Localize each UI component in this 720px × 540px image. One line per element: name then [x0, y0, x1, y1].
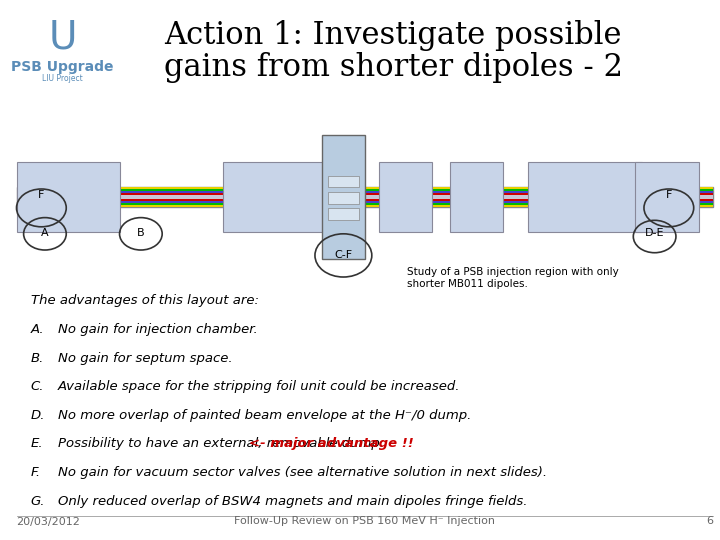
- Text: A: A: [41, 228, 49, 238]
- Text: B.: B.: [31, 352, 44, 365]
- Bar: [328, 192, 359, 204]
- Text: Available space for the stripping foil unit could be increased.: Available space for the stripping foil u…: [58, 380, 460, 393]
- Bar: [635, 162, 698, 232]
- Text: F: F: [666, 191, 672, 200]
- Bar: [328, 176, 359, 187]
- Text: 6: 6: [706, 516, 713, 526]
- Bar: [17, 195, 713, 199]
- Text: G.: G.: [31, 495, 45, 508]
- Text: U: U: [48, 19, 77, 57]
- Text: Possibility to have an external, removable dump.: Possibility to have an external, removab…: [58, 437, 388, 450]
- Text: C.: C.: [31, 380, 44, 393]
- Text: F: F: [38, 191, 45, 200]
- Text: 20/03/2012: 20/03/2012: [17, 516, 81, 526]
- Text: Action 1: Investigate possible: Action 1: Investigate possible: [164, 19, 622, 51]
- Text: gains from shorter dipoles - 2: gains from shorter dipoles - 2: [163, 52, 623, 83]
- Bar: [17, 187, 713, 207]
- Bar: [322, 135, 365, 259]
- Bar: [450, 162, 503, 232]
- Bar: [17, 187, 713, 207]
- Text: The advantages of this layout are:: The advantages of this layout are:: [31, 294, 258, 307]
- Text: E.: E.: [31, 437, 43, 450]
- Text: Follow-Up Review on PSB 160 MeV H⁻ Injection: Follow-Up Review on PSB 160 MeV H⁻ Injec…: [234, 516, 495, 526]
- Text: No gain for injection chamber.: No gain for injection chamber.: [58, 323, 258, 336]
- Text: <- major advantage !!: <- major advantage !!: [249, 437, 414, 450]
- Bar: [528, 162, 642, 232]
- Text: No gain for septum space.: No gain for septum space.: [58, 352, 233, 365]
- Bar: [17, 189, 713, 205]
- Text: Study of a PSB injection region with only
shorter MB011 dipoles.: Study of a PSB injection region with onl…: [408, 267, 619, 289]
- Text: A.: A.: [31, 323, 45, 336]
- Text: LIU Project: LIU Project: [42, 74, 83, 83]
- Text: D-E: D-E: [645, 228, 665, 238]
- Bar: [17, 191, 713, 204]
- Bar: [222, 162, 333, 232]
- Text: B: B: [137, 228, 145, 238]
- Text: No gain for vacuum sector valves (see alternative solution in next slides).: No gain for vacuum sector valves (see al…: [58, 466, 547, 479]
- Text: PSB Upgrade: PSB Upgrade: [12, 60, 114, 75]
- Bar: [17, 193, 713, 201]
- Bar: [379, 162, 432, 232]
- Text: Only reduced overlap of BSW4 magnets and main dipoles fringe fields.: Only reduced overlap of BSW4 magnets and…: [58, 495, 527, 508]
- Text: F.: F.: [31, 466, 41, 479]
- Text: No more overlap of painted beam envelope at the H⁻/0 dump.: No more overlap of painted beam envelope…: [58, 409, 471, 422]
- Text: D.: D.: [31, 409, 45, 422]
- Bar: [17, 162, 120, 232]
- Text: C-F: C-F: [334, 251, 353, 260]
- Bar: [328, 208, 359, 220]
